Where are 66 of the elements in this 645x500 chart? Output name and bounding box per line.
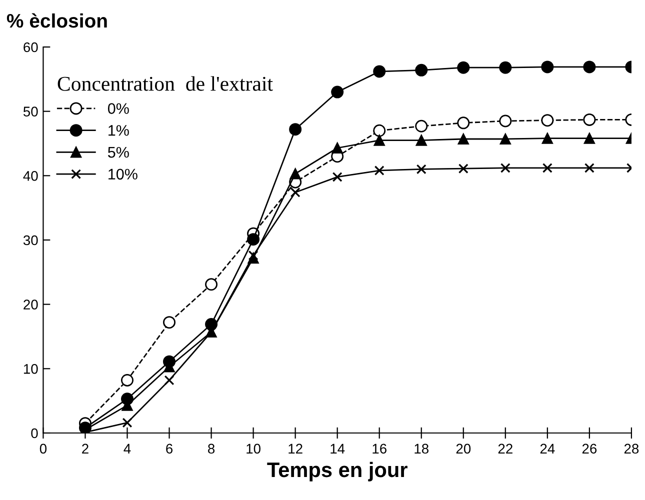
- point: [500, 133, 511, 145]
- y-tick-label: 30: [23, 235, 38, 246]
- point: [416, 134, 427, 146]
- x-tick-label: 28: [624, 444, 639, 454]
- x-axis-title: Temps en jour: [267, 462, 408, 482]
- x-tick-label: 4: [124, 444, 131, 454]
- point: [332, 142, 343, 154]
- point: [205, 278, 218, 291]
- point: [373, 124, 386, 137]
- point: [290, 187, 300, 198]
- point: [332, 172, 342, 182]
- point: [499, 114, 512, 128]
- point: [247, 233, 260, 246]
- x-tick-label: 22: [498, 444, 512, 454]
- point: [373, 65, 386, 78]
- point: [457, 61, 470, 74]
- legend-label: 1%: [108, 125, 129, 136]
- point: [457, 116, 470, 130]
- y-tick-label: 50: [23, 106, 38, 117]
- point: [584, 132, 595, 144]
- point: [121, 374, 134, 386]
- point: [458, 164, 468, 174]
- point: [499, 61, 512, 74]
- point: [500, 162, 510, 173]
- x-tick-label: 24: [540, 444, 555, 454]
- y-tick-label: 0: [31, 428, 38, 438]
- point: [541, 60, 554, 74]
- x-tick-label: 26: [582, 444, 597, 454]
- y-axis-title: % èclosion: [6, 13, 107, 28]
- point: [415, 64, 428, 76]
- point: [458, 133, 469, 145]
- point: [584, 162, 594, 173]
- legend-title: Concentration de l'extrait: [58, 76, 273, 91]
- x-tick-label: 16: [372, 444, 386, 454]
- point: [416, 164, 426, 174]
- x-tick-label: 0: [40, 444, 47, 454]
- x-tick-label: 12: [288, 444, 302, 454]
- y-tick-label: 20: [24, 300, 38, 310]
- point: [122, 418, 132, 428]
- legend-label: 5%: [108, 146, 129, 158]
- x-tick-label: 18: [414, 444, 428, 454]
- x-tick-label: 2: [82, 444, 88, 454]
- point: [331, 86, 344, 98]
- x-tick-label: 10: [246, 444, 260, 454]
- point: [374, 134, 385, 146]
- point: [164, 375, 174, 386]
- legend-label: 0%: [108, 103, 129, 114]
- point: [541, 114, 554, 127]
- point: [415, 120, 428, 132]
- point: [583, 60, 596, 74]
- x-tick-label: 8: [208, 444, 215, 454]
- y-tick-label: 40: [23, 171, 38, 181]
- x-tick-label: 14: [330, 444, 345, 454]
- point: [289, 123, 302, 136]
- point: [583, 113, 596, 126]
- y-tick-label: 10: [24, 364, 38, 374]
- point: [542, 162, 552, 173]
- x-tick-label: 20: [456, 444, 471, 454]
- point: [290, 168, 301, 180]
- point: [542, 132, 553, 144]
- legend-label: 10%: [108, 168, 138, 180]
- point: [163, 316, 176, 329]
- point: [374, 166, 384, 176]
- x-tick-label: 6: [166, 444, 173, 454]
- point: [248, 250, 258, 260]
- y-tick-label: 60: [24, 42, 38, 52]
